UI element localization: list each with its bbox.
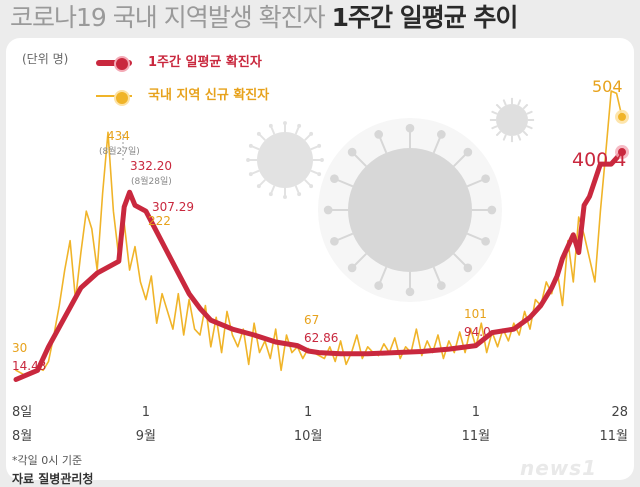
x-tick-day-label: 1 — [142, 405, 150, 420]
x-tick-month-label: 9월 — [136, 429, 156, 444]
footnote: *각일 0시 기준 — [12, 454, 83, 467]
data-label: (8월27일) — [99, 145, 140, 157]
data-label: 434 — [107, 129, 130, 143]
data-label: 94.0 — [464, 325, 491, 339]
x-tick-day-label: 8일 — [12, 405, 32, 420]
legend-label-weekly-average: 1주간 일평균 확진자 — [148, 55, 262, 70]
data-label: 400.4 — [572, 149, 626, 171]
end-dot-daily-cases — [618, 112, 626, 121]
data-label: 504 — [592, 77, 623, 96]
x-tick-month-label: 11월 — [599, 429, 628, 444]
title-bar: 코로나19 국내 지역발생 확진자 1주간 일평균 추이 — [0, 0, 640, 38]
x-tick-day-label: 1 — [472, 405, 480, 420]
x-tick-month-label: 8월 — [12, 429, 32, 444]
source-label: 자료 질병관리청 — [12, 472, 94, 486]
series-layer — [13, 90, 629, 382]
legend-label-daily-cases: 국내 지역 신규 확진자 — [148, 88, 270, 103]
title-part-2: 1주간 일평균 추이 — [331, 3, 519, 32]
data-label: 62.86 — [304, 331, 338, 345]
data-label: 332.20 — [130, 159, 172, 173]
data-label: 307.29 — [152, 200, 194, 214]
legend-dot-weekly-average — [114, 56, 130, 72]
title-part-1: 코로나19 국내 지역발생 확진자 — [10, 3, 326, 32]
data-label: 101 — [464, 307, 487, 321]
page-title: 코로나19 국내 지역발생 확진자 1주간 일평균 추이 — [10, 2, 519, 34]
x-tick-day-label: 28 — [611, 405, 628, 420]
data-label: (8월28일) — [131, 175, 172, 187]
data-label: 30 — [12, 341, 27, 355]
data-label: 14.43 — [12, 359, 46, 373]
series-line-weekly-average — [13, 149, 625, 382]
data-label: 222 — [148, 214, 171, 228]
unit-label: (단위 명) — [22, 52, 69, 66]
chart-card — [6, 38, 634, 480]
legend-dot-daily-cases — [114, 90, 130, 106]
x-tick-month-label: 10월 — [294, 429, 323, 444]
end-dot-weekly-average — [618, 148, 626, 157]
news1-logo: news1 — [520, 456, 598, 480]
x-tick-month-label: 11월 — [462, 429, 491, 444]
x-axis-ticks: 8일 8월 1 9월 1 10월 1 11월 28 11월 — [12, 405, 628, 444]
data-label: 67 — [304, 313, 319, 327]
x-tick-day-label: 1 — [304, 405, 312, 420]
virus-illustration — [246, 97, 535, 302]
